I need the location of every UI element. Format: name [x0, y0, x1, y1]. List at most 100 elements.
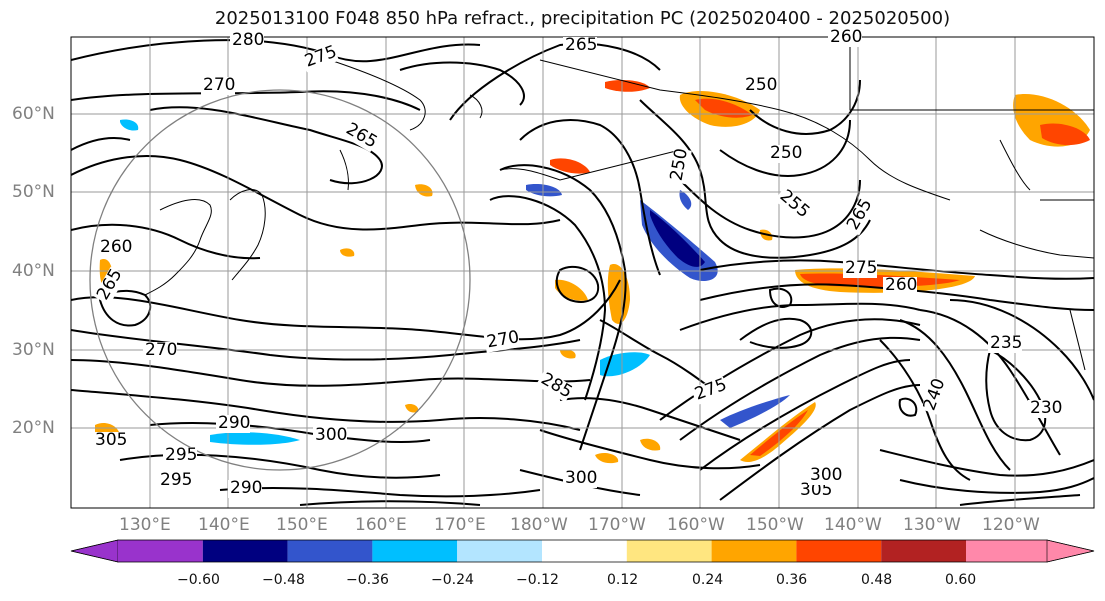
- colorbar-tick-label: −0.48: [262, 572, 305, 588]
- colorbar-segment: [1046, 539, 1095, 563]
- negative-precip-area: [720, 395, 790, 428]
- colorbar-segment: [542, 540, 627, 562]
- contour-label: 280: [232, 30, 264, 50]
- colorbar-tick-label: −0.36: [346, 572, 389, 588]
- colorbar-segment: [202, 540, 288, 562]
- lon-label: 130°W: [903, 515, 961, 535]
- contour-label-bg: [563, 470, 597, 488]
- coastlines: [144, 37, 1094, 371]
- positive-precip-area: [595, 452, 619, 464]
- refractivity-contours: [71, 39, 1094, 506]
- positive-precip-area: [560, 349, 576, 359]
- colorbar-segment: [372, 540, 458, 562]
- positive-precip-area: [695, 98, 752, 118]
- contour-label: 300: [315, 425, 347, 445]
- contour-label: 260: [100, 237, 132, 257]
- positive-precip-area: [740, 402, 816, 463]
- lat-label-20n: 20°N: [12, 418, 55, 438]
- contour-label-bg: [828, 29, 862, 47]
- contour-label: 295: [165, 445, 197, 465]
- colorbar-segment: [881, 540, 966, 562]
- lon-label: 150°E: [276, 515, 328, 535]
- negative-precip-area: [650, 210, 705, 267]
- positive-precip-area: [1040, 123, 1090, 146]
- contour-label-bg: [920, 376, 950, 416]
- contour-label-bg: [1028, 400, 1062, 418]
- contour-label-bg: [563, 37, 597, 55]
- contour-label-bg: [883, 277, 917, 295]
- map-title: 2025013100 F048 850 hPa refract., precip…: [214, 8, 951, 29]
- contour-label: 300: [565, 468, 597, 488]
- contour-label-bg: [668, 147, 692, 185]
- contour-label-bg: [843, 260, 877, 278]
- lon-label: 140°E: [198, 515, 250, 535]
- contour-label-bg: [340, 119, 380, 153]
- contour-label-bg: [535, 369, 575, 403]
- contour-label: 250: [745, 75, 777, 95]
- contour-label-bg: [768, 145, 802, 163]
- colorbar-tick-label: −0.60: [177, 572, 220, 588]
- contour-label-bg: [93, 266, 127, 306]
- contour-label: 305: [95, 430, 127, 450]
- contour-label: 290: [230, 478, 262, 498]
- negative-precip-area: [526, 184, 562, 197]
- contour-label: 235: [990, 333, 1022, 353]
- colorbar-tick-label: 0.48: [861, 572, 893, 588]
- contour-label-bg: [743, 77, 777, 95]
- colorbar-segment: [966, 540, 1047, 562]
- colorbar-tick-label: −0.12: [516, 572, 559, 588]
- colorbar-tick-label: 0.24: [692, 572, 724, 588]
- contour-label: 270: [145, 340, 177, 360]
- contour-label-bg: [313, 427, 347, 445]
- colorbar-segment: [70, 539, 119, 563]
- positive-precip-area: [800, 273, 960, 287]
- contour-label: 295: [160, 470, 192, 490]
- positive-precip-area: [550, 158, 590, 174]
- contour-label-bg: [143, 342, 177, 360]
- negative-precip-area: [210, 432, 300, 445]
- contour-label-bg: [483, 329, 521, 353]
- precipitation-shading: [95, 80, 1090, 464]
- colorbar-segment: [118, 540, 203, 562]
- contour-label: 290: [218, 413, 250, 433]
- contour-label: 265: [565, 35, 597, 55]
- contour-label-bg: [988, 335, 1022, 353]
- contour-label: 250: [770, 143, 802, 163]
- contour-label: 275: [845, 258, 877, 278]
- positive-precip-area: [340, 248, 355, 257]
- lon-label: 170°E: [434, 515, 486, 535]
- contour-label-bg: [230, 32, 264, 50]
- lon-label: 160°E: [355, 515, 407, 535]
- lat-label-60n: 60°N: [12, 104, 55, 124]
- positive-precip-area: [607, 264, 630, 324]
- lon-label: 170°W: [588, 515, 646, 535]
- lon-label: 150°W: [746, 515, 804, 535]
- positive-precip-area: [640, 438, 661, 451]
- negative-precip-area: [600, 352, 650, 377]
- contour-label-bg: [93, 432, 127, 450]
- contour-label-bg: [300, 43, 340, 73]
- colorbar-segment: [711, 540, 797, 562]
- contour-label-bg: [774, 186, 812, 222]
- positive-precip-area: [415, 184, 433, 197]
- colorbar-tick-label: 0.12: [607, 572, 639, 588]
- contour-label: 270: [203, 75, 235, 95]
- positive-precip-area: [405, 403, 419, 413]
- lat-label-30n: 30°N: [12, 340, 55, 360]
- contour-label: 260: [830, 27, 862, 47]
- negative-precip-area: [120, 119, 139, 131]
- colorbar-tick-label: 0.36: [776, 572, 808, 588]
- colorbar-tick-label: −0.24: [431, 572, 474, 588]
- colorbar-segment: [626, 540, 712, 562]
- contour-label-bg: [163, 447, 197, 465]
- contour-label-bg: [158, 472, 192, 490]
- positive-precip-area: [605, 80, 650, 92]
- contour-label-bg: [201, 77, 235, 95]
- lat-label-50n: 50°N: [12, 182, 55, 202]
- negative-precip-area: [679, 190, 692, 210]
- lat-label-40n: 40°N: [12, 261, 55, 281]
- contour-label-bg: [843, 196, 877, 236]
- contour-label-bg: [798, 482, 832, 500]
- contour-label: 300: [810, 465, 842, 485]
